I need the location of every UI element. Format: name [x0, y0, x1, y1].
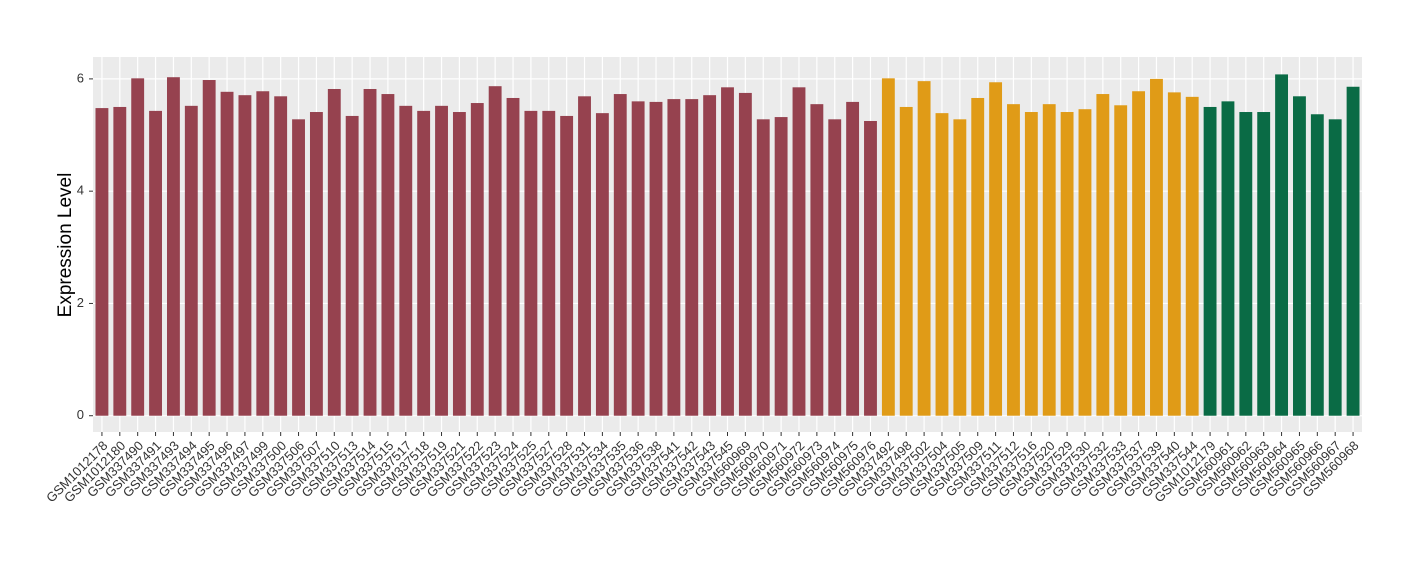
bar	[238, 95, 252, 416]
bar	[542, 110, 556, 416]
bar	[1257, 112, 1271, 416]
bar	[95, 108, 109, 416]
bar	[631, 101, 645, 416]
bar	[703, 95, 717, 416]
bar	[488, 86, 502, 416]
bar	[292, 119, 305, 416]
bar	[864, 120, 877, 416]
bar	[452, 112, 466, 416]
bar	[792, 87, 806, 416]
bar	[721, 87, 734, 416]
bar	[971, 97, 985, 416]
y-tick-label: 6	[77, 70, 84, 85]
y-tick-label: 0	[77, 407, 84, 422]
bar	[202, 80, 216, 416]
bar	[828, 119, 842, 416]
bar	[435, 105, 448, 416]
bar	[1078, 109, 1092, 416]
bar	[274, 96, 288, 416]
bar	[667, 99, 681, 416]
bar	[756, 119, 770, 416]
bar	[381, 94, 395, 416]
bar	[1096, 94, 1110, 416]
bar	[166, 77, 180, 416]
bar	[1060, 112, 1074, 416]
bar	[399, 105, 413, 416]
bar	[149, 110, 162, 416]
bar	[506, 97, 520, 416]
bar	[220, 91, 234, 416]
bar	[846, 101, 860, 416]
bar	[810, 104, 824, 416]
bar	[595, 113, 609, 416]
bar	[738, 92, 752, 416]
bar	[345, 115, 359, 416]
bar	[470, 103, 484, 416]
bar	[917, 81, 931, 416]
bar	[327, 88, 341, 416]
bar	[1007, 104, 1020, 416]
bar	[1042, 104, 1056, 416]
bar	[1203, 106, 1217, 416]
bar	[935, 113, 949, 416]
bar	[1275, 74, 1289, 416]
bar	[899, 106, 913, 416]
bar	[1185, 96, 1199, 416]
bar	[131, 78, 145, 416]
bar	[881, 78, 895, 416]
bar	[1346, 86, 1360, 416]
bar	[113, 106, 127, 416]
bar	[1150, 78, 1163, 416]
bar	[685, 99, 699, 416]
bar	[953, 119, 967, 416]
y-axis-label: Expression Level	[55, 173, 76, 318]
bar	[256, 91, 270, 416]
bar	[560, 115, 574, 416]
bar	[363, 88, 377, 416]
bar	[524, 110, 538, 416]
bar	[989, 82, 1003, 416]
bar	[1310, 114, 1324, 416]
bar	[417, 110, 431, 416]
y-tick-label: 4	[77, 183, 84, 198]
bar	[184, 105, 198, 416]
bar	[774, 117, 788, 416]
bar	[649, 101, 663, 416]
bar	[1024, 112, 1038, 416]
bar	[1132, 91, 1146, 416]
bar	[309, 112, 323, 416]
bar	[1167, 92, 1181, 416]
y-tick-label: 2	[77, 295, 84, 310]
bar	[1114, 105, 1128, 416]
bar	[1293, 96, 1306, 416]
bar	[578, 96, 591, 416]
bar	[613, 94, 627, 416]
bar	[1328, 119, 1342, 416]
bar	[1221, 101, 1235, 416]
bar	[1239, 112, 1253, 416]
